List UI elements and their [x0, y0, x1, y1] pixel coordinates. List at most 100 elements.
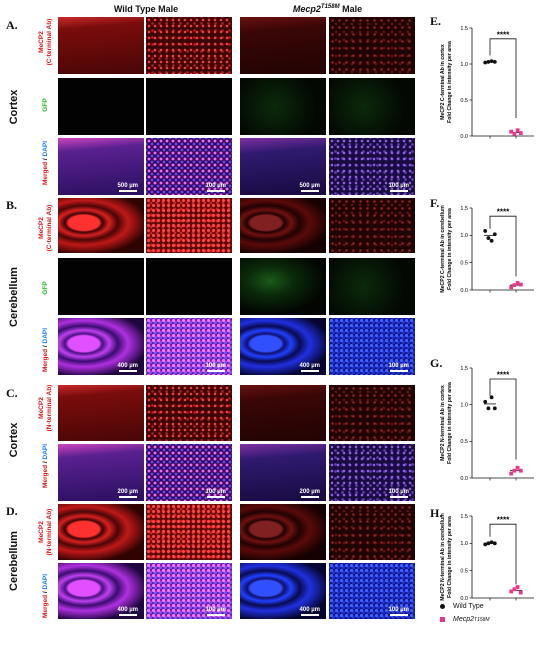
data-point-mecp2	[518, 590, 523, 595]
scale-bar: 100 µm	[206, 363, 226, 372]
micrograph-b-merged-4: 100 µm	[329, 318, 415, 375]
data-point-wild-type	[483, 542, 488, 547]
panel-label-b: B.	[6, 198, 18, 212]
micrograph-d-mecp2-1	[58, 504, 144, 560]
micrograph-a-merged-1: 500 µm	[58, 138, 144, 195]
significance-bracket	[489, 215, 517, 277]
legend-marker-mecp2	[440, 617, 445, 622]
data-point-wild-type	[483, 399, 488, 404]
scale-bar: 500 µm	[300, 183, 320, 192]
data-point-wild-type	[489, 395, 494, 400]
micrograph-c-mecp2-1	[58, 385, 144, 441]
micrograph-d-mecp2-2	[146, 504, 232, 560]
panel-label-f: F.	[430, 196, 440, 210]
micrograph-d-mecp2-3	[240, 504, 326, 560]
significance-bracket	[489, 38, 517, 118]
panel-label-a: A.	[6, 18, 18, 32]
y-axis-label: MeCP2 N-terminal Ab in cortex	[440, 385, 446, 461]
scale-bar: 100 µm	[206, 183, 226, 192]
scale-bar: 100 µm	[389, 489, 409, 498]
legend-item-mecp2: Mecp2 T158M	[440, 613, 490, 626]
micrograph-c-merged-2: 100 µm	[146, 444, 232, 501]
micrograph-b-mecp2-3	[240, 198, 326, 253]
scale-bar-label: 500 µm	[117, 183, 138, 189]
data-point-mecp2	[512, 587, 517, 592]
y-tick-label: 1.5	[460, 26, 468, 32]
micrograph-c-mecp2-2	[146, 385, 232, 441]
scale-bar-label: 100 µm	[388, 607, 409, 613]
legend: Wild Type Mecp2 T158M	[440, 600, 490, 626]
panel-label-e: E.	[430, 14, 442, 28]
scale-bar: 100 µm	[206, 489, 226, 498]
row-label-sep: /	[42, 343, 49, 349]
scale-bar-line	[389, 190, 408, 192]
scale-bar: 200 µm	[118, 489, 138, 498]
column-suffix: Male	[339, 4, 363, 14]
scale-bar-line	[300, 190, 319, 192]
significance-bracket	[489, 378, 517, 460]
data-point-wild-type	[483, 229, 488, 233]
micrograph-b-merged-1: 400 µm	[58, 318, 144, 375]
row-label-sep: /	[42, 459, 49, 465]
row-label-antibody: (N-terminal Ab)	[46, 384, 53, 432]
scale-bar: 100 µm	[389, 363, 409, 372]
row-label-dapi: DAPI	[42, 140, 49, 157]
scale-bar-label: 100 µm	[388, 183, 409, 189]
scale-bar-line	[389, 614, 408, 616]
y-tick-label: 1.0	[460, 541, 468, 547]
row-label-title: MeCP2	[38, 397, 45, 419]
scale-bar-line	[300, 370, 319, 372]
chart-f: MeCP2 C-terminal Ab in cerebellum Fold Ch…	[420, 200, 550, 350]
y-tick-label: 0.5	[460, 439, 468, 445]
micrograph-a-gfp-2	[146, 78, 232, 135]
scale-bar-line	[118, 496, 137, 498]
panel-label-g: G.	[430, 356, 443, 370]
data-point-wild-type	[492, 232, 497, 237]
data-point-mecp2	[509, 129, 514, 134]
row-label-sep: /	[42, 589, 49, 595]
micrograph-a-mecp2-2	[146, 17, 232, 74]
scale-bar-label: 400 µm	[299, 607, 320, 613]
gene-mutation: T158M	[320, 4, 340, 10]
scale-bar: 400 µm	[118, 607, 138, 616]
scale-bar-label: 400 µm	[117, 363, 138, 369]
chart-h: MeCP2 N-terminal Ab in cerebellum Fold Ch…	[420, 508, 550, 658]
micrograph-a-merged-2: 100 µm	[146, 138, 232, 195]
scale-bar: 400 µm	[300, 363, 320, 372]
y-tick-label: 0.5	[460, 260, 468, 266]
legend-item-wild-type: Wild Type	[440, 600, 490, 613]
significance-label: ****	[497, 371, 510, 380]
scale-bar: 400 µm	[118, 363, 138, 372]
micrograph-b-gfp-2	[146, 258, 232, 315]
micrograph-c-mecp2-4	[329, 385, 415, 441]
scale-bar: 100 µm	[389, 183, 409, 192]
scale-bar: 400 µm	[300, 607, 320, 616]
row-label-dapi: DAPI	[42, 573, 49, 590]
data-point-wild-type	[486, 541, 491, 546]
scale-bar-label: 100 µm	[388, 489, 409, 495]
micrograph-a-gfp-4	[329, 78, 415, 135]
micrograph-d-merged-1: 400 µm	[58, 563, 144, 619]
scale-bar-label: 500 µm	[299, 183, 320, 189]
y-tick-label: 0.0	[460, 134, 468, 140]
y-axis-label: Fold Change in intensity per area	[447, 516, 453, 598]
y-tick-label: 0.5	[460, 568, 468, 574]
scale-bar: 100 µm	[389, 607, 409, 616]
significance-label: ****	[497, 30, 510, 39]
micrograph-b-gfp-4	[329, 258, 415, 315]
micrograph-a-mecp2-1	[58, 17, 144, 74]
scale-bar-label: 100 µm	[205, 363, 226, 369]
data-point-wild-type	[489, 540, 494, 545]
y-tick-label: 0.0	[460, 288, 468, 294]
column-header-mecp2-t158m: Mecp2T158M Male	[240, 4, 415, 14]
y-axis-label: MeCP2 C-terminal Ab in cerebellum	[440, 205, 446, 293]
y-tick-label: 0.0	[460, 596, 468, 602]
scale-bar-line	[206, 190, 225, 192]
micrograph-d-mecp2-4	[329, 504, 415, 560]
micrograph-a-merged-4: 100 µm	[329, 138, 415, 195]
row-label-gfp: GFP	[42, 281, 49, 295]
micrograph-b-gfp-1	[58, 258, 144, 315]
row-label-gfp: GFP	[42, 98, 49, 112]
row-label-antibody: (C-terminal Ab)	[46, 18, 53, 66]
row-label-merged: Merged	[42, 594, 49, 619]
